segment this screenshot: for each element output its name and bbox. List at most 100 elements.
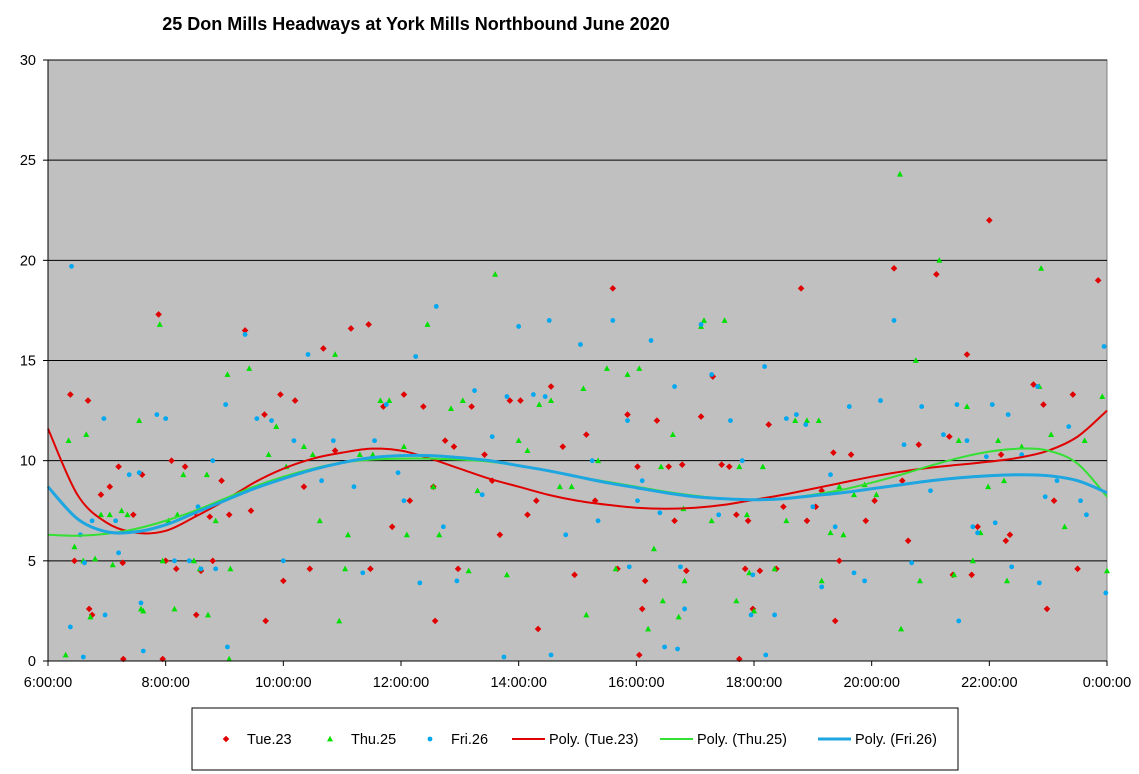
data-point: [846, 404, 852, 409]
legend-label: Tue.23: [247, 732, 292, 748]
data-point: [546, 318, 552, 323]
data-point: [683, 567, 690, 575]
data-point: [681, 577, 688, 584]
data-point: [733, 511, 740, 519]
data-point: [989, 402, 995, 407]
data-point: [506, 397, 514, 404]
data-point: [524, 447, 531, 454]
data-point: [300, 443, 307, 450]
data-point: [136, 417, 143, 423]
data-point: [516, 324, 522, 329]
data-point: [171, 605, 178, 612]
data-point: [395, 470, 401, 476]
data-point: [919, 404, 925, 409]
y-tick-label: 15: [20, 354, 36, 370]
data-point: [851, 491, 858, 498]
data-point: [648, 338, 654, 343]
data-point: [964, 438, 970, 444]
data-point: [639, 478, 645, 484]
data-point: [762, 364, 767, 369]
data-point: [878, 398, 883, 403]
data-point: [556, 483, 563, 490]
data-point: [873, 491, 880, 498]
data-point: [672, 384, 677, 389]
data-point: [548, 397, 555, 403]
data-point: [1042, 494, 1048, 500]
data-point: [716, 512, 722, 518]
data-point: [479, 492, 485, 498]
data-point: [459, 397, 466, 403]
data-point: [69, 263, 74, 269]
data-point: [377, 397, 384, 403]
data-point: [827, 529, 834, 536]
data-point: [109, 561, 116, 568]
data-point: [406, 497, 414, 505]
data-point: [118, 507, 125, 514]
data-point: [534, 625, 542, 633]
data-point: [985, 483, 992, 490]
data-point: [168, 457, 175, 464]
data-point: [162, 557, 169, 565]
data-point: [583, 611, 590, 618]
data-point: [975, 530, 980, 536]
data-point: [155, 311, 162, 318]
legend: Tue.23 Thu.25 Fri.26 Poly. (Tue.23) Poly. (T…: [191, 707, 959, 771]
data-point: [743, 511, 750, 518]
data-point: [192, 611, 200, 619]
data-point: [195, 504, 201, 510]
data-point: [1054, 478, 1060, 484]
data-point: [662, 644, 667, 650]
data-point: [645, 625, 652, 632]
series-fri-26: [67, 263, 1109, 660]
data-point: [87, 613, 94, 620]
data-point: [305, 352, 311, 357]
data-point: [792, 417, 799, 423]
data-point: [624, 411, 631, 418]
x-tick-label: 14:00:00: [490, 675, 546, 691]
data-point: [436, 531, 443, 538]
data-point: [130, 511, 137, 519]
data-point: [481, 451, 488, 458]
data-point: [751, 607, 757, 614]
data-point: [89, 518, 95, 524]
data-point: [533, 497, 540, 505]
data-point: [181, 463, 189, 470]
data-point: [641, 577, 649, 585]
data-point: [291, 438, 297, 444]
legend-item: Poly. (Thu.25): [660, 732, 787, 748]
data-point: [963, 351, 971, 358]
data-point: [1078, 498, 1083, 504]
x-axis: 6:00:00 8:00:00 10:00:00 12:00:00 14:00:00 16…: [24, 660, 1131, 691]
data-point: [904, 537, 912, 545]
data-point: [749, 605, 757, 613]
data-point: [489, 434, 495, 440]
x-tick-label: 8:00:00: [141, 675, 189, 691]
data-point: [954, 402, 960, 407]
data-point: [992, 520, 998, 526]
data-point: [682, 606, 687, 612]
data-point: [1081, 437, 1088, 444]
data-point: [728, 418, 733, 423]
data-point: [347, 325, 355, 332]
data-point: [772, 612, 777, 618]
data-point: [210, 458, 216, 464]
data-point: [578, 342, 583, 347]
data-point: [62, 651, 69, 658]
data-point: [797, 285, 805, 292]
data-point: [246, 365, 253, 371]
data-point: [803, 422, 809, 428]
data-point: [65, 437, 72, 444]
data-point: [871, 497, 878, 505]
data-point: [1019, 452, 1025, 458]
data-point: [92, 555, 99, 562]
y-tick-label: 30: [20, 53, 36, 69]
x-tick-label: 18:00:00: [726, 675, 782, 691]
data-point: [85, 605, 93, 613]
data-point: [763, 652, 769, 658]
data-point: [331, 447, 339, 454]
data-point: [71, 557, 78, 565]
data-point: [1084, 512, 1089, 518]
data-point: [916, 577, 923, 584]
data-point: [548, 652, 554, 658]
legend-item: Poly. (Fri.26): [818, 732, 937, 748]
